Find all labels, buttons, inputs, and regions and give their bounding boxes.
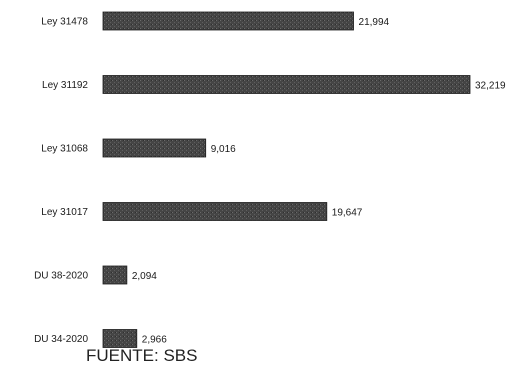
- category-label: Ley 31068: [41, 144, 88, 155]
- category-label: DU 38-2020: [34, 271, 88, 282]
- category-label: Ley 31478: [41, 17, 88, 28]
- category-label: Ley 31192: [42, 80, 88, 91]
- bar-value-label: 9,016: [211, 144, 236, 155]
- bar: [102, 265, 128, 285]
- category-label: Ley 31017: [41, 207, 88, 218]
- source-note: FUENTE: SBS: [86, 346, 198, 365]
- bar: [102, 11, 354, 31]
- bar-value-label: 2,966: [142, 335, 167, 346]
- category-label: DU 34-2020: [34, 334, 88, 345]
- bar: [102, 202, 328, 221]
- bar: [102, 75, 471, 94]
- bar-value-label: 21,994: [359, 17, 390, 28]
- bar-value-label: 19,647: [332, 208, 363, 219]
- bar: [102, 138, 207, 158]
- bar: [102, 329, 138, 348]
- bar-value-label: 2,094: [132, 271, 157, 282]
- bar-value-label: 32,219: [475, 81, 506, 92]
